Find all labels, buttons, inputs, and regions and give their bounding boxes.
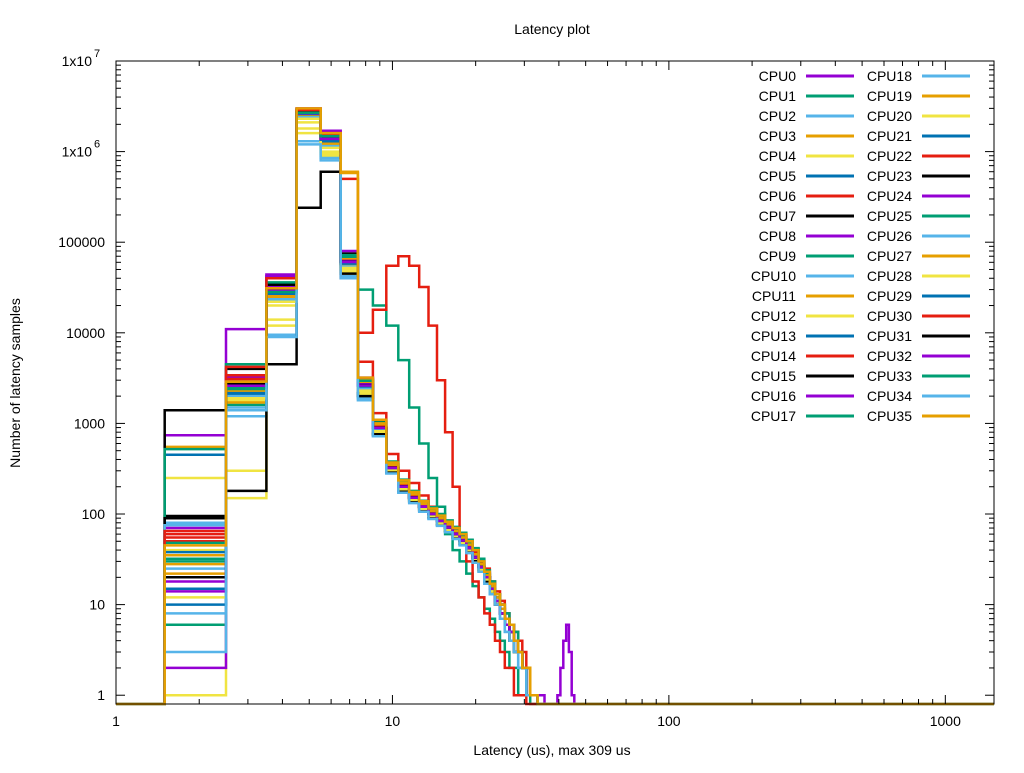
legend-label: CPU11 bbox=[752, 288, 796, 304]
legend: CPU0 CPU1 CPU2 CPU3 CPU4 CPU5 CPU6 CPU7 CPU8 CPU9… bbox=[751, 68, 970, 424]
x-axis-title: Latency (us), max 309 us bbox=[473, 742, 630, 758]
y-tick-label: 10000 bbox=[66, 325, 105, 341]
series-line-cpu4 bbox=[116, 121, 994, 706]
legend-label: CPU25 bbox=[867, 208, 912, 224]
legend-label: CPU34 bbox=[867, 388, 912, 404]
series-line-cpu16 bbox=[116, 107, 994, 706]
legend-label: CPU24 bbox=[867, 188, 912, 204]
series-line-cpu18 bbox=[116, 140, 994, 706]
y-tick-label: 10 bbox=[89, 597, 105, 613]
y-tick-exponent: 7 bbox=[94, 48, 100, 60]
legend-label: CPU15 bbox=[751, 368, 796, 384]
x-tick-label: 100 bbox=[657, 713, 681, 729]
legend-label: CPU22 bbox=[867, 148, 912, 164]
legend-label: CPU10 bbox=[751, 268, 796, 284]
legend-label: CPU7 bbox=[759, 208, 797, 224]
series-line-cpu35 bbox=[116, 107, 994, 706]
legend-label: CPU0 bbox=[759, 68, 797, 84]
legend-label: CPU16 bbox=[751, 388, 796, 404]
legend-label: CPU18 bbox=[867, 68, 912, 84]
legend-label: CPU21 bbox=[867, 128, 912, 144]
series-line-cpu12 bbox=[116, 131, 994, 706]
legend-label: CPU12 bbox=[751, 308, 796, 324]
y-tick-label: 1x10 bbox=[62, 53, 93, 69]
x-tick-label: 1 bbox=[112, 713, 120, 729]
legend-label: CPU19 bbox=[867, 88, 912, 104]
legend-label: CPU32 bbox=[867, 348, 912, 364]
legend-label: CPU6 bbox=[759, 188, 797, 204]
chart-title: Latency plot bbox=[514, 21, 590, 37]
y-tick-exponent: 6 bbox=[94, 139, 100, 151]
legend-label: CPU8 bbox=[759, 228, 797, 244]
y-tick-label: 100 bbox=[82, 506, 106, 522]
legend-label: CPU1 bbox=[759, 88, 797, 104]
y-tick-label: 1000 bbox=[74, 415, 105, 431]
legend-label: CPU23 bbox=[867, 168, 912, 184]
legend-label: CPU30 bbox=[867, 308, 912, 324]
legend-label: CPU31 bbox=[867, 328, 912, 344]
legend-label: CPU14 bbox=[751, 348, 796, 364]
series-line-cpu34 bbox=[116, 143, 994, 706]
x-tick-label: 10 bbox=[385, 713, 401, 729]
legend-label: CPU5 bbox=[759, 168, 797, 184]
y-tick-label: 100000 bbox=[58, 234, 105, 250]
plot-frame bbox=[115, 60, 995, 705]
series-layer bbox=[116, 107, 994, 706]
legend-label: CPU17 bbox=[751, 408, 796, 424]
x-tick-label: 1000 bbox=[930, 713, 961, 729]
legend-label: CPU13 bbox=[751, 328, 796, 344]
legend-label: CPU28 bbox=[867, 268, 912, 284]
y-tick-label: 1x10 bbox=[62, 144, 93, 160]
y-tick-label: 1 bbox=[97, 687, 105, 703]
legend-label: CPU29 bbox=[867, 288, 912, 304]
legend-label: CPU35 bbox=[867, 408, 912, 424]
legend-label: CPU33 bbox=[867, 368, 912, 384]
legend-label: CPU20 bbox=[867, 108, 912, 124]
legend-label: CPU2 bbox=[759, 108, 797, 124]
legend-label: CPU9 bbox=[759, 248, 797, 264]
y-axis-title: Number of latency samples bbox=[7, 298, 23, 468]
legend-label: CPU27 bbox=[867, 248, 912, 264]
legend-label: CPU4 bbox=[759, 148, 797, 164]
legend-label: CPU26 bbox=[867, 228, 912, 244]
series-line-cpu23 bbox=[116, 170, 994, 706]
legend-label: CPU3 bbox=[759, 128, 797, 144]
